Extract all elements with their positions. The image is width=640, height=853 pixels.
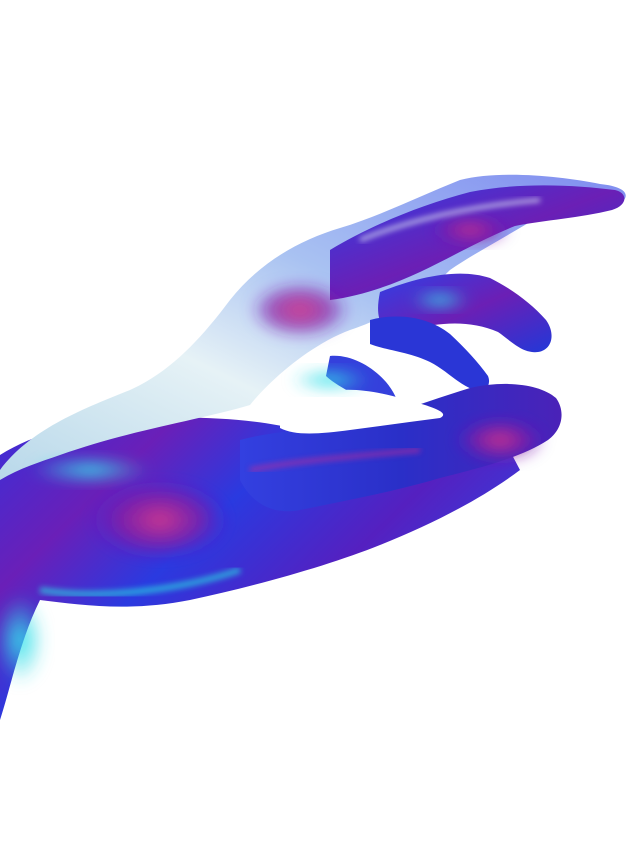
- iridescent-highlights: [0, 198, 545, 685]
- hand-gap-void: [280, 389, 444, 434]
- palm-thumb-shape: [240, 383, 562, 512]
- ring-finger-shape: [370, 316, 490, 392]
